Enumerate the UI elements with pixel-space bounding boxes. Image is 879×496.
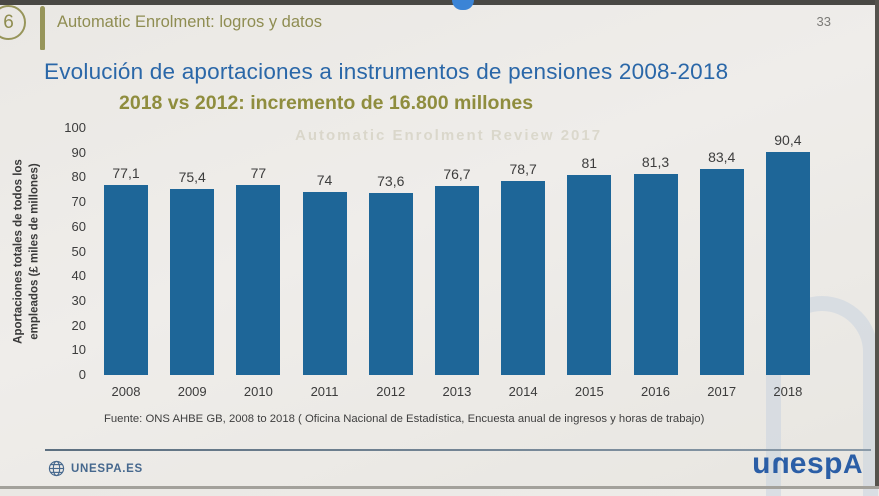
photo-edge-top xyxy=(0,0,879,5)
x-axis-tick: 2018 xyxy=(773,384,803,399)
bar xyxy=(368,193,413,375)
bar-group-2016: 81,3 2016 xyxy=(633,128,678,399)
bar-value-label: 73,6 xyxy=(377,173,405,190)
y-axis-tick: 30 xyxy=(71,292,86,308)
slide-header: Automatic Enrolment: logros y datos xyxy=(57,13,323,31)
x-axis-tick: 2010 xyxy=(243,384,273,399)
bar-group-2012: 73,6 2012 xyxy=(368,128,413,399)
page-number: 33 xyxy=(816,14,831,29)
y-axis-tick: 90 xyxy=(71,144,86,160)
bar-value-label: 78,7 xyxy=(509,160,537,177)
photo-edge-right xyxy=(875,0,879,489)
logo-letter: n xyxy=(770,447,790,480)
bar-group-2011: 74 2011 xyxy=(302,128,347,399)
photo-edge-bottom xyxy=(0,486,879,489)
chart-title: Evolución de aportaciones a instrumentos… xyxy=(44,59,729,84)
bar-group-2008: 77,1 2008 xyxy=(104,128,148,399)
y-axis-tick: 60 xyxy=(71,218,86,234)
bar-group-2013: 76,7 2013 xyxy=(434,128,479,399)
logo-letter: s xyxy=(806,447,825,480)
globe-icon xyxy=(48,460,65,477)
x-axis-tick: 2017 xyxy=(707,384,737,399)
x-axis-tick: 2014 xyxy=(508,384,538,399)
bar xyxy=(765,151,810,375)
logo-letter: a xyxy=(843,449,863,479)
x-axis-tick: 2015 xyxy=(574,384,604,399)
bar-value-label: 90,4 xyxy=(774,131,802,148)
bar-group-2015: 81 2015 xyxy=(567,128,612,399)
bar-group-2018: 90,4 2018 xyxy=(765,128,810,399)
y-axis-tick: 10 xyxy=(71,342,86,358)
header-divider-bar xyxy=(40,6,45,50)
logo-letter: p xyxy=(824,447,843,480)
bar xyxy=(501,180,546,375)
x-axis-tick: 2013 xyxy=(442,384,472,399)
bar-group-2010: 77 2010 xyxy=(236,128,281,399)
bar xyxy=(302,192,347,375)
y-axis-tick: 0 xyxy=(78,367,86,382)
bar-group-2009: 75,4 2009 xyxy=(170,128,215,399)
unespa-logo: unespa xyxy=(752,447,863,481)
bar xyxy=(236,184,281,375)
bleed-through-text: Automatic Enrolment Review 2017 xyxy=(295,127,603,144)
footer-divider xyxy=(45,449,871,451)
y-axis-tick: 40 xyxy=(71,268,86,284)
bar-value-label: 74 xyxy=(316,172,333,189)
bar xyxy=(567,174,612,375)
slide-number-badge: 6 xyxy=(0,5,26,40)
footer-site-label: UNESPA.ES xyxy=(71,462,143,475)
bar-value-label: 81 xyxy=(581,154,598,171)
bar xyxy=(104,184,148,375)
bar-chart-plot: 77,1 2008 75,4 2009 77 2010 74 2011 73,6 2012 76,7… xyxy=(104,128,810,399)
x-axis-tick: 2012 xyxy=(376,384,406,399)
bar-value-label: 77 xyxy=(250,164,267,181)
logo-letter: e xyxy=(789,447,807,480)
logo-letter: u xyxy=(752,447,771,480)
bar-value-label: 76,7 xyxy=(443,165,471,182)
bar-group-2014: 78,7 2014 xyxy=(501,128,546,399)
footer-site-link: UNESPA.ES xyxy=(48,460,143,477)
chart-subtitle: 2018 vs 2012: incremento de 16.800 millo… xyxy=(119,92,534,114)
y-axis-title: Aportaciones totales de todos los emplea… xyxy=(11,107,42,397)
slide-number: 6 xyxy=(3,11,14,33)
x-axis-tick: 2008 xyxy=(111,384,141,399)
source-note: Fuente: ONS AHBE GB, 2008 to 2018 ( Ofic… xyxy=(104,413,705,425)
y-axis-tick: 70 xyxy=(71,194,86,210)
y-axis-tick: 50 xyxy=(71,243,86,259)
cursor-artifact-dot xyxy=(452,0,474,10)
y-axis-tick: 20 xyxy=(71,317,86,333)
bar-value-label: 83,4 xyxy=(708,149,736,166)
y-axis-tick: 80 xyxy=(71,169,86,185)
bar xyxy=(434,185,479,375)
bar xyxy=(699,169,744,375)
bar-value-label: 77,1 xyxy=(112,164,140,181)
bar-value-label: 75,4 xyxy=(178,168,206,185)
y-axis-tick: 100 xyxy=(64,120,86,135)
x-axis-tick: 2009 xyxy=(177,384,207,399)
x-axis-tick: 2011 xyxy=(310,384,339,399)
x-axis-tick: 2016 xyxy=(641,384,670,399)
y-axis-ticks: 0 10 20 30 40 50 60 70 80 90 100 xyxy=(40,120,86,382)
bar-group-2017: 83,4 2017 xyxy=(699,128,744,399)
bar-value-label: 81,3 xyxy=(641,154,670,171)
bar xyxy=(170,188,215,375)
bar xyxy=(633,174,678,375)
y-axis-title-line1: Aportaciones totales de todos los xyxy=(12,159,25,344)
